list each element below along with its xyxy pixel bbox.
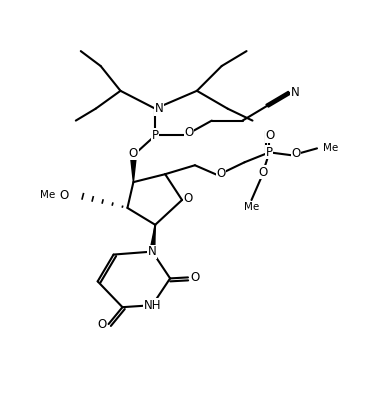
Text: Me: Me [244,202,259,212]
Text: NH: NH [144,299,161,312]
Text: O: O [97,318,106,331]
Text: P: P [152,129,159,142]
Text: O: O [59,188,68,202]
Text: N: N [155,102,164,115]
Text: N: N [148,245,157,258]
Text: O: O [184,192,193,204]
Text: O: O [266,129,275,142]
Text: O: O [292,147,301,160]
Text: O: O [216,167,225,180]
Text: Me: Me [40,190,56,200]
Text: N: N [291,86,300,99]
Text: Me: Me [323,143,338,153]
Text: O: O [184,126,194,139]
Text: P: P [266,146,273,159]
Text: O: O [259,166,268,179]
Polygon shape [150,225,155,252]
Polygon shape [130,155,137,182]
Text: O: O [190,271,199,284]
Text: O: O [129,147,138,160]
